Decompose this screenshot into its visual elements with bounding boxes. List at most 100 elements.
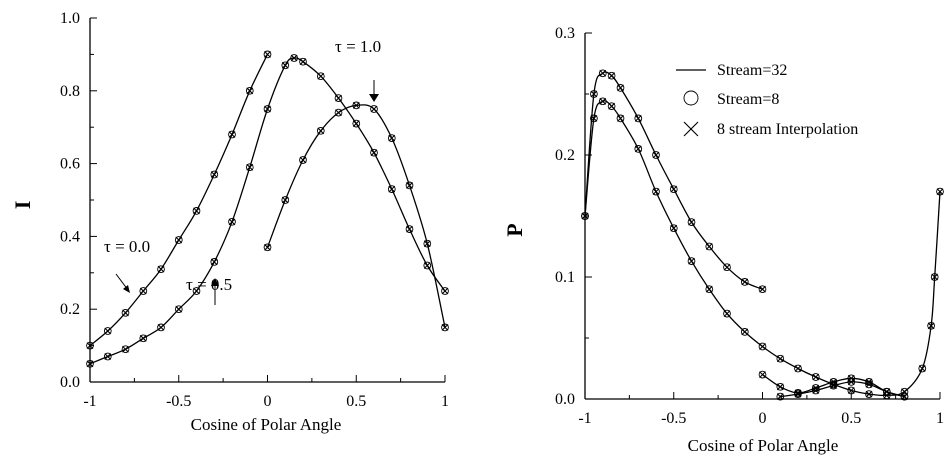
left-circle-point [316, 72, 325, 81]
right-circle-point [652, 187, 660, 196]
legend-label-stream32: Stream=32 [717, 62, 787, 79]
right-x-tick-label: 0.5 [841, 410, 861, 427]
right-x-point [652, 188, 660, 195]
right-circle-point [900, 392, 909, 401]
left-circle-point [157, 265, 165, 274]
right-x-point [590, 115, 598, 122]
right-x-point [617, 84, 624, 92]
arrowhead-tau-10 [369, 94, 379, 102]
left-circle-point [387, 134, 396, 142]
left-x-point [406, 225, 413, 233]
right-circle-point [811, 386, 820, 395]
left-x-point [246, 87, 254, 95]
left-circle-point [290, 54, 298, 62]
annotation-tau-05: τ = 0.5 [186, 275, 232, 294]
left-x-point [139, 287, 147, 295]
legend-x-marker-b [683, 121, 699, 137]
right-circle-point [634, 145, 643, 153]
right-x-point [776, 393, 784, 400]
left-x-point [290, 54, 298, 62]
left-x-point [86, 360, 94, 368]
legend: Stream=32 Stream=8 8 stream Interpolatio… [676, 62, 858, 138]
right-circle-point [930, 273, 939, 281]
right-x-point [705, 285, 713, 293]
left-series [86, 50, 449, 368]
left-circle-point [352, 119, 361, 128]
right-x-point [812, 384, 820, 392]
left-circle-point [405, 181, 414, 190]
right-circle-point [758, 370, 767, 379]
arrowhead-tau-0 [123, 285, 130, 293]
left-circle-point [228, 217, 236, 226]
right-x-tick-label: -0.5 [661, 410, 686, 427]
left-circle-point [139, 334, 148, 343]
right-circle-point [776, 382, 785, 391]
right-circle-point [616, 84, 625, 92]
right-x-point [617, 115, 624, 122]
left-x-point [388, 185, 396, 193]
left-circle-point [103, 352, 112, 361]
left-circle-point [387, 185, 396, 193]
right-x-point [581, 212, 589, 220]
right-x-point [931, 273, 939, 281]
left-y-axis-title: I [10, 201, 35, 210]
right-circle-point [740, 278, 749, 286]
left-y-tick-label: 0.6 [60, 156, 80, 173]
left-circle-point [334, 108, 343, 117]
right-circle-point [705, 242, 714, 251]
right-series-line-1 [584, 100, 941, 397]
right-circle-point [758, 342, 767, 351]
right-x-point [599, 97, 607, 105]
right-x-point [776, 383, 784, 391]
left-x-point [228, 131, 236, 138]
right-x-tick-label: -1 [578, 410, 591, 427]
left-circle-point [245, 163, 254, 172]
left-circle-point [103, 327, 112, 335]
right-circle-point [652, 151, 660, 159]
left-x-point [441, 287, 449, 295]
left-x-point [264, 105, 271, 113]
left-x-point [370, 105, 378, 113]
left-circle-point [157, 323, 165, 332]
left-circle-point [245, 86, 254, 95]
left-circle-point [139, 287, 148, 295]
left-x-point [352, 120, 360, 127]
left-x-tick-label: 1 [441, 393, 449, 410]
legend-label-stream8: Stream=8 [717, 91, 779, 108]
right-x-point [608, 72, 616, 80]
left-circle-point [263, 105, 272, 113]
left-x-point [423, 262, 431, 269]
left-circle-point [263, 243, 272, 252]
left-circle-point [174, 305, 183, 314]
right-x-point [723, 263, 731, 271]
left-circle-point [334, 94, 343, 102]
left-y-tick-label: 0.8 [60, 83, 80, 100]
right-y-tick-label: 0.3 [555, 25, 575, 42]
right-x-tick-label: 1 [936, 410, 944, 427]
left-circle-point [228, 130, 236, 139]
left-x-point [281, 196, 289, 204]
right-circle-point [607, 102, 616, 111]
left-series-line-1 [89, 57, 446, 365]
left-x-point [264, 51, 271, 58]
right-circle-point [687, 218, 696, 226]
right-x-point [634, 115, 642, 122]
right-x-point [652, 151, 660, 159]
left-y-tick-label: 0.2 [60, 301, 80, 318]
left-circle-point [441, 287, 449, 295]
left-x-point [406, 182, 413, 189]
right-x-point [794, 365, 802, 372]
left-circle-point [210, 170, 219, 179]
left-x-point [210, 171, 218, 178]
left-x-point [193, 207, 200, 215]
left-series-line-2 [266, 104, 446, 328]
left-circle-point [299, 57, 307, 66]
right-x-point [918, 365, 926, 372]
left-ticks: -1 -0.5 0 0.5 1 0.0 0.2 0.4 0.6 0.8 1.0 [60, 10, 449, 410]
right-circle-point [598, 97, 607, 106]
left-circle-point [86, 341, 94, 350]
right-circle-point [927, 321, 935, 330]
right-circle-point [918, 364, 927, 373]
right-circle-point [776, 392, 785, 401]
right-circle-point [758, 285, 767, 294]
